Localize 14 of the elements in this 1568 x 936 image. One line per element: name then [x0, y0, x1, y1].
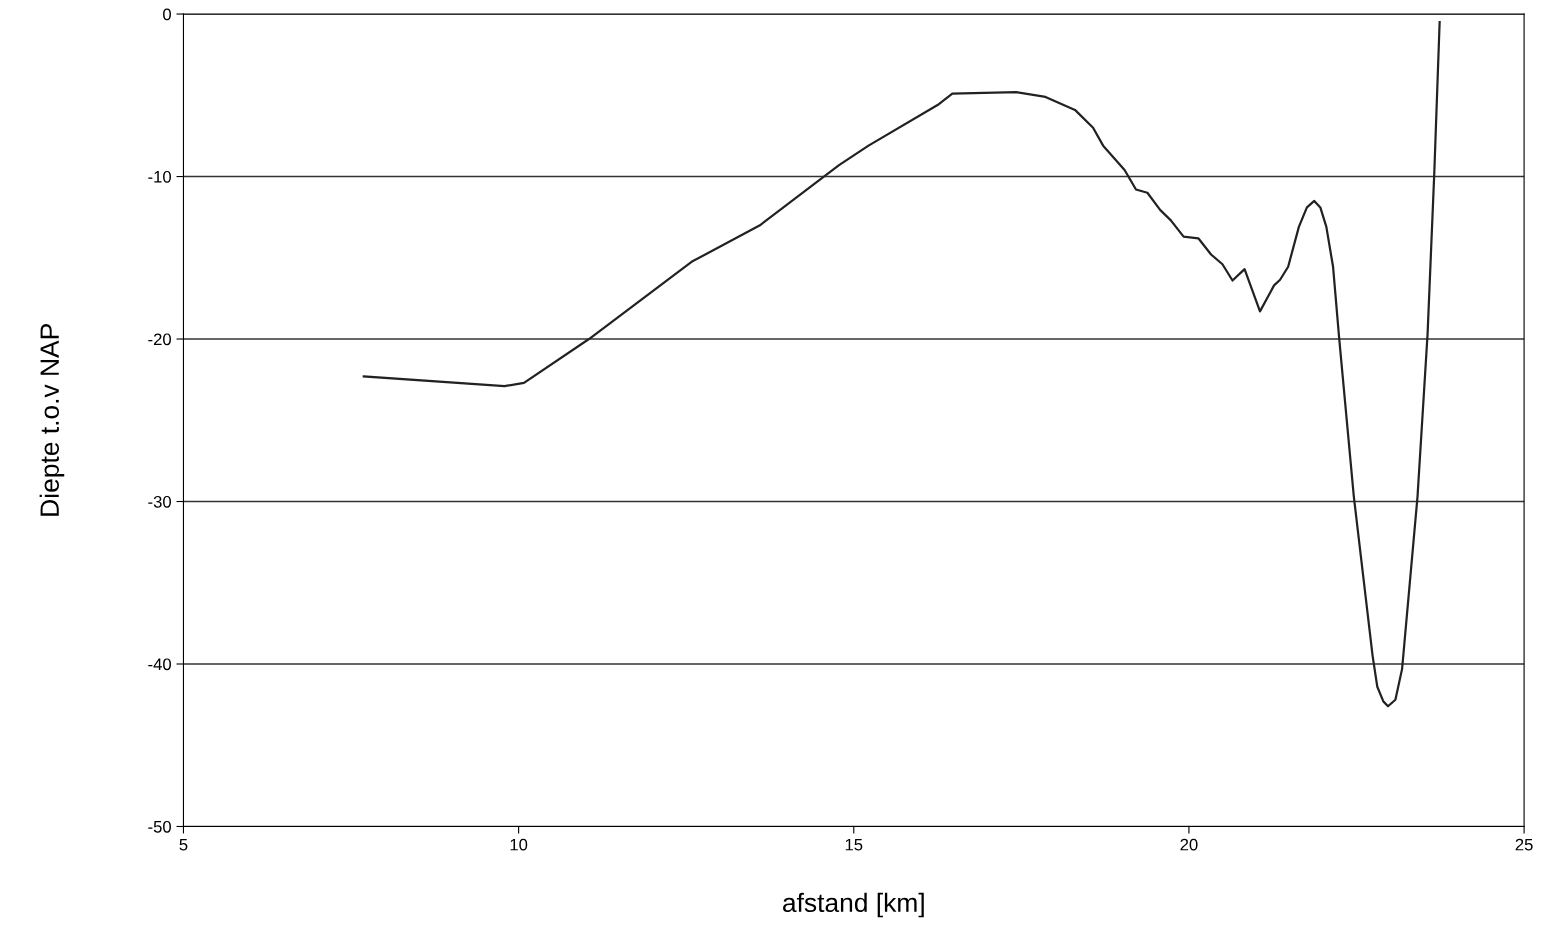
x-tick-label: 20 [1180, 838, 1198, 851]
x-tick-label: 10 [510, 838, 528, 851]
y-tick-label: 0 [163, 8, 171, 21]
y-tick-label: -50 [148, 820, 171, 833]
x-tick-label: 25 [1515, 838, 1533, 851]
y-tick-label: -40 [148, 658, 171, 671]
y-axis-title: Diepte t.o.v NAP [39, 324, 65, 516]
y-tick-label: -10 [148, 170, 171, 183]
y-tick-label: -30 [148, 495, 171, 508]
x-axis-title: afstand [km] [783, 892, 924, 918]
y-tick-label: -20 [148, 333, 171, 346]
line-series [362, 21, 1441, 708]
x-tick-label: 5 [179, 838, 188, 851]
x-tick-label: 15 [845, 838, 863, 851]
